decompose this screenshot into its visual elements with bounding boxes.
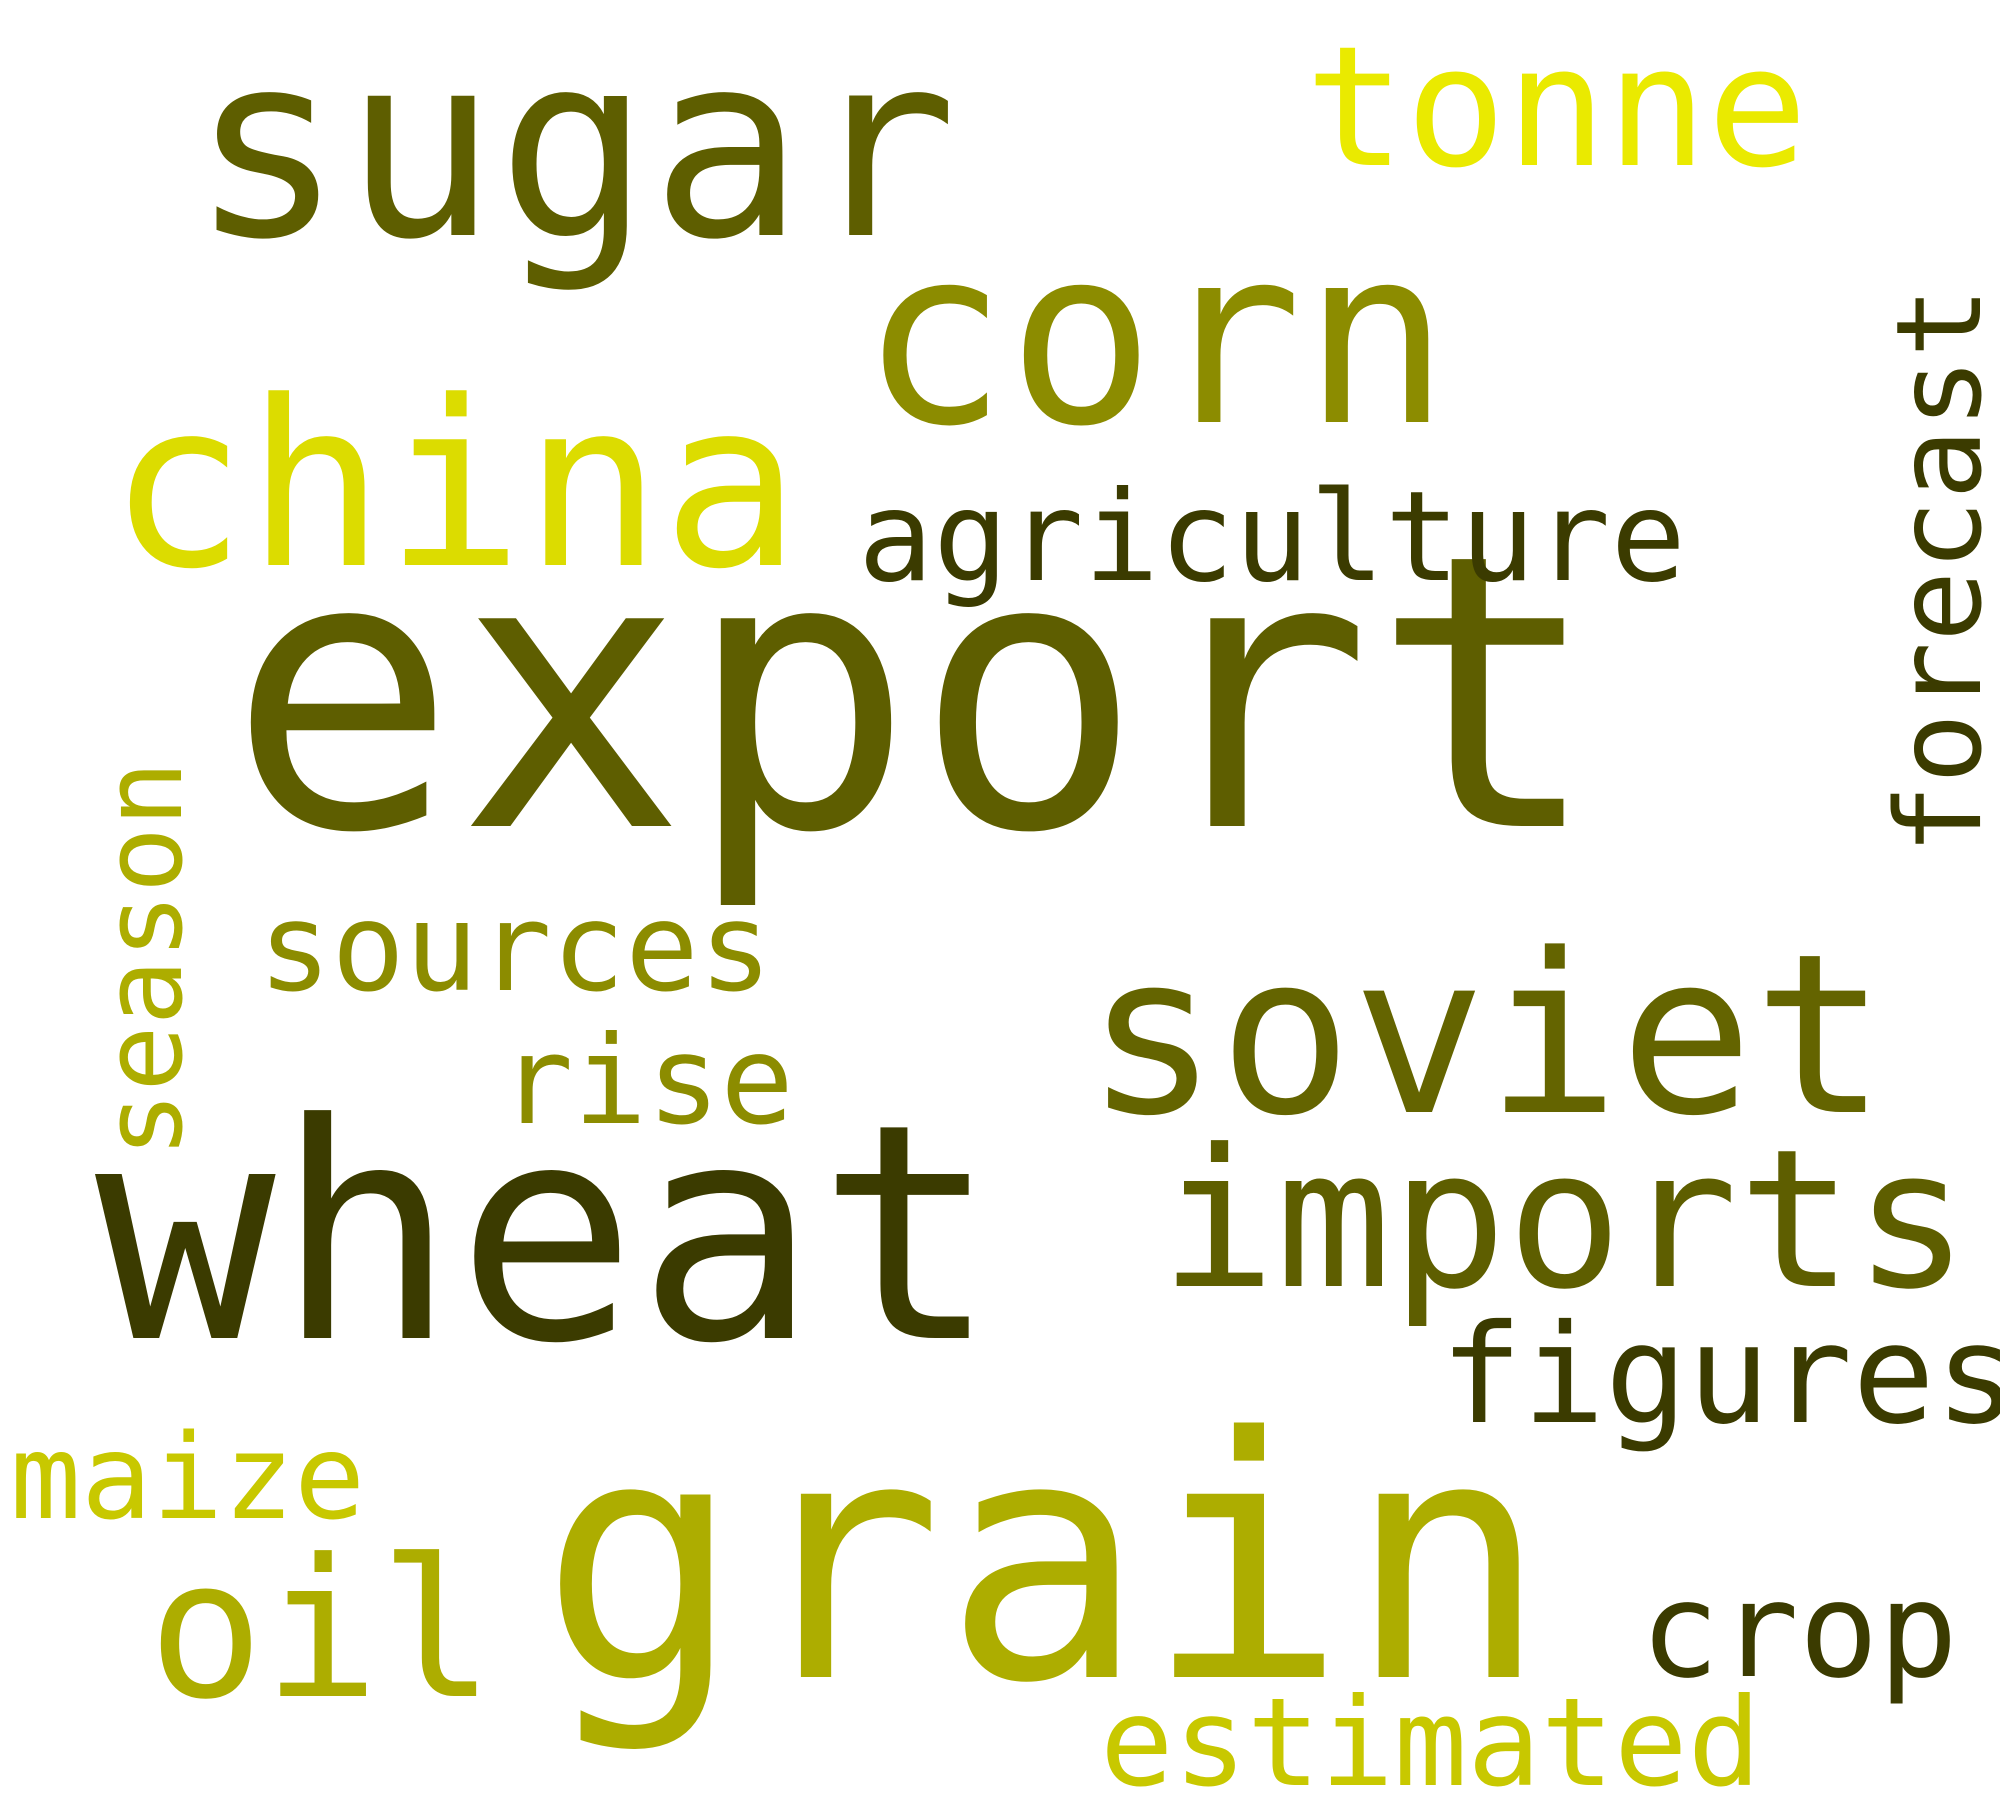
word-crop: crop: [1640, 1554, 1958, 1708]
word-corn: corn: [860, 195, 1451, 480]
word-maize: maize: [10, 1408, 366, 1546]
word-sources: sources: [258, 877, 773, 1019]
word-soviet: soviet: [1085, 907, 1887, 1165]
word-grain: grain: [540, 1367, 1549, 1757]
word-season: season: [79, 760, 207, 1158]
word-forecast: forecast: [1870, 286, 2000, 855]
word-imports: imports: [1160, 1109, 1970, 1332]
word-wheat: wheat: [95, 1060, 999, 1409]
word-agriculture: agriculture: [858, 465, 1686, 610]
word-rise: rise: [500, 1010, 794, 1152]
word-tonne: tonne: [1305, 11, 1808, 205]
word-figures: figures: [1440, 1296, 2000, 1455]
word-export: export: [228, 473, 1601, 916]
word-sugar: sugar: [190, 0, 958, 296]
word-oil: oil: [148, 1519, 495, 1742]
word-estimated: estimated: [1100, 1672, 1762, 1814]
word-china: china: [108, 353, 801, 620]
